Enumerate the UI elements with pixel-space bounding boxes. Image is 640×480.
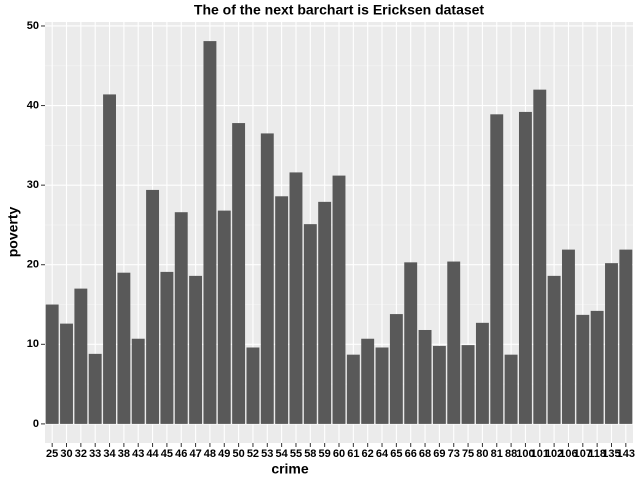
- y-tick-label: 50: [27, 20, 39, 32]
- x-tick-label: 44: [146, 448, 159, 460]
- x-tick-label: 30: [60, 448, 72, 460]
- bar: [547, 275, 561, 424]
- x-tick-label: 100: [516, 448, 534, 460]
- x-tick-label: 33: [89, 448, 101, 460]
- bar: [346, 354, 360, 424]
- bar: [418, 329, 432, 424]
- x-tick-label: 61: [347, 448, 359, 460]
- bar: [232, 123, 246, 424]
- x-axis-title: crime: [271, 461, 309, 477]
- bar: [303, 224, 317, 424]
- x-tick-label: 88: [505, 448, 517, 460]
- bar: [504, 354, 518, 424]
- bar: [189, 275, 203, 424]
- x-tick-label: 53: [261, 448, 273, 460]
- x-tick-label: 47: [189, 448, 201, 460]
- bar: [103, 94, 116, 424]
- y-axis-title: poverty: [5, 207, 21, 258]
- x-tick-label: 55: [290, 448, 302, 460]
- bar: [217, 210, 231, 424]
- bar: [576, 314, 590, 424]
- x-tick-label: 101: [531, 448, 549, 460]
- bar: [332, 175, 346, 424]
- x-tick-label: 118: [588, 448, 606, 460]
- bar: [590, 310, 604, 424]
- bar: [518, 111, 532, 424]
- bar: [60, 323, 73, 424]
- bar: [88, 353, 102, 424]
- y-tick-label: 30: [27, 179, 39, 191]
- x-tick-label: 69: [433, 448, 445, 460]
- bar: [74, 288, 88, 424]
- x-tick-label: 48: [204, 448, 216, 460]
- x-tick-label: 34: [103, 448, 116, 460]
- x-tick-label: 50: [232, 448, 244, 460]
- x-tick-label: 73: [448, 448, 460, 460]
- bar: [131, 338, 145, 424]
- x-tick-label: 106: [559, 448, 577, 460]
- x-tick-label: 32: [75, 448, 87, 460]
- bar: [174, 212, 188, 424]
- x-tick-label: 59: [319, 448, 331, 460]
- bar: [45, 304, 59, 424]
- y-tick-label: 0: [33, 418, 39, 430]
- bar: [461, 345, 475, 424]
- x-tick-label: 65: [390, 448, 402, 460]
- bar: [490, 114, 504, 424]
- bar: [260, 133, 274, 424]
- chart-title: The of the next barchart is Ericksen dat…: [194, 2, 485, 18]
- bar: [447, 261, 461, 424]
- x-tick-label: 38: [118, 448, 130, 460]
- x-tick-label: 25: [46, 448, 58, 460]
- x-tick-label: 62: [362, 448, 374, 460]
- y-tick-label: 10: [27, 338, 39, 350]
- x-tick-label: 58: [304, 448, 316, 460]
- bar: [375, 347, 389, 424]
- x-tick-label: 46: [175, 448, 187, 460]
- bar: [146, 189, 160, 424]
- bar: [289, 172, 303, 424]
- x-tick-label: 52: [247, 448, 259, 460]
- x-tick-label: 66: [405, 448, 417, 460]
- x-tick-label: 102: [545, 448, 563, 460]
- bar: [475, 322, 489, 424]
- bar: [361, 338, 375, 424]
- bar: [389, 314, 403, 424]
- x-tick-label: 43: [132, 448, 144, 460]
- bar: [117, 272, 131, 424]
- x-tick-label: 81: [491, 448, 503, 460]
- x-tick-label: 107: [574, 448, 592, 460]
- x-tick-label: 60: [333, 448, 345, 460]
- x-tick-label: 135: [602, 448, 620, 460]
- bar: [533, 89, 547, 424]
- x-tick-label: 49: [218, 448, 230, 460]
- x-tick-label: 80: [476, 448, 488, 460]
- bar: [432, 345, 446, 424]
- bar: [404, 262, 418, 424]
- x-tick-label: 75: [462, 448, 474, 460]
- bar: [203, 41, 217, 424]
- bar: [562, 249, 575, 424]
- y-tick-label: 20: [27, 259, 39, 271]
- x-tick-label: 45: [161, 448, 173, 460]
- x-tick-label: 54: [276, 448, 289, 460]
- x-tick-label: 68: [419, 448, 431, 460]
- bar: [605, 263, 618, 424]
- bar: [160, 271, 174, 424]
- x-tick-label: 64: [376, 448, 389, 460]
- x-tick-label: 143: [617, 448, 635, 460]
- bar: [275, 196, 289, 424]
- bar: [318, 201, 332, 424]
- bar: [246, 347, 260, 424]
- y-tick-label: 40: [27, 99, 39, 111]
- bar: [619, 249, 633, 424]
